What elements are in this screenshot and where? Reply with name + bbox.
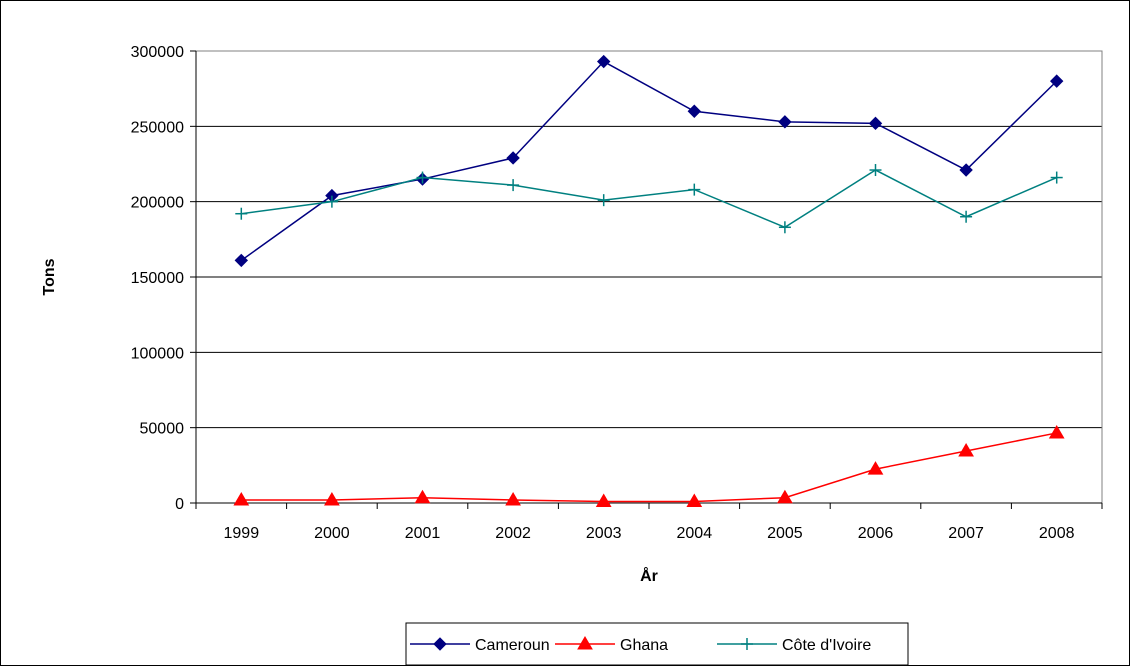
legend-label-ghana: Ghana	[620, 637, 668, 654]
x-tick-label: 2001	[405, 525, 441, 542]
y-axis: 0 50000 100000 150000 200000 250000 300000	[131, 44, 196, 513]
y-axis-title: Tons	[41, 258, 58, 295]
x-tick-label: 2004	[677, 525, 713, 542]
data-point-ghana	[416, 491, 430, 503]
data-point-c-te-d-ivoire	[235, 208, 247, 220]
data-point-c-te-d-ivoire	[507, 179, 519, 191]
series-c-te-d-ivoire	[235, 164, 1062, 233]
series-cameroun	[235, 56, 1062, 267]
y-tick-label: 150000	[131, 270, 184, 287]
x-tick-label: 2005	[767, 525, 803, 542]
series-line-c-te-d-ivoire	[241, 170, 1056, 227]
x-tick-label: 2006	[858, 525, 894, 542]
data-point-cameroun	[870, 117, 882, 129]
x-tick-label: 2007	[948, 525, 984, 542]
x-axis-title: År	[640, 566, 658, 585]
y-tick-label: 50000	[140, 421, 185, 438]
x-axis: 1999 2000 2001 2002 2003 2004 2005 2006 2007 2008	[196, 503, 1102, 542]
series-line-cameroun	[241, 62, 1056, 261]
y-tick-label: 0	[175, 496, 184, 513]
data-point-c-te-d-ivoire	[598, 194, 610, 206]
data-point-ghana	[506, 493, 520, 505]
legend-label-cameroun: Cameroun	[475, 637, 550, 654]
x-tick-label: 2003	[586, 525, 622, 542]
y-tick-label: 100000	[131, 345, 184, 362]
data-point-ghana	[234, 493, 248, 505]
data-point-cameroun	[235, 254, 247, 266]
legend-label-c-te-d-ivoire: Côte d'Ivoire	[782, 637, 871, 654]
data-point-ghana	[325, 493, 339, 505]
data-point-c-te-d-ivoire	[779, 221, 791, 233]
data-point-c-te-d-ivoire	[960, 211, 972, 223]
data-point-ghana	[687, 494, 701, 506]
x-tick-label: 2002	[495, 525, 531, 542]
y-tick-label: 250000	[131, 119, 184, 136]
data-point-c-te-d-ivoire	[417, 172, 429, 184]
x-tick-label: 2000	[314, 525, 350, 542]
series-layer	[234, 56, 1063, 507]
data-point-cameroun	[688, 105, 700, 117]
data-point-c-te-d-ivoire	[870, 164, 882, 176]
series-line-ghana	[241, 433, 1056, 502]
x-tick-label: 1999	[224, 525, 260, 542]
series-ghana	[234, 426, 1063, 507]
x-tick-label: 2008	[1039, 525, 1075, 542]
data-point-ghana	[597, 494, 611, 506]
data-point-c-te-d-ivoire	[688, 184, 700, 196]
grid-lines	[196, 51, 1102, 428]
y-tick-label: 300000	[131, 44, 184, 61]
y-tick-label: 200000	[131, 195, 184, 212]
data-point-c-te-d-ivoire	[1051, 172, 1063, 184]
legend: Cameroun Ghana Côte d'Ivoire	[406, 623, 908, 665]
